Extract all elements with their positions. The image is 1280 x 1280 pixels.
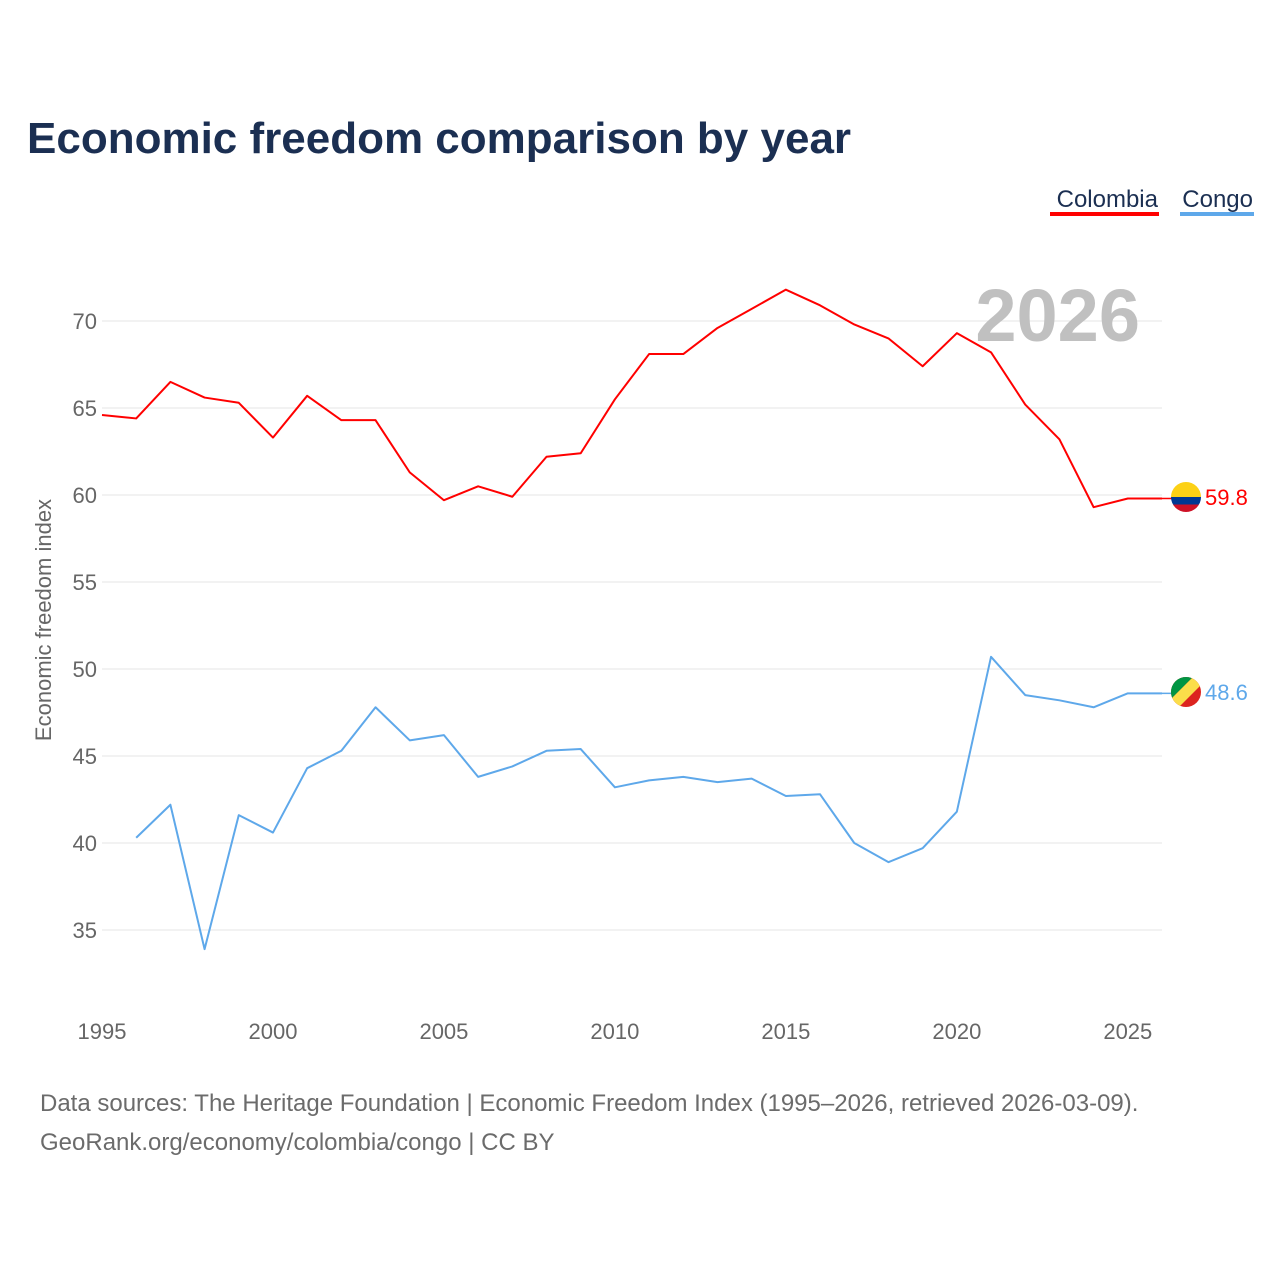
x-tick-label: 2015 (761, 1019, 810, 1044)
y-tick-label: 40 (73, 831, 97, 856)
footer-link[interactable]: GeoRank.org/economy/colombia/congo | CC … (40, 1129, 555, 1156)
legend-swatch-colombia (1050, 212, 1159, 216)
x-tick-label: 2000 (248, 1019, 297, 1044)
colombia-end-label: 59.8 (1205, 485, 1248, 510)
y-tick-label: 70 (73, 309, 97, 334)
x-tick-label: 2020 (932, 1019, 981, 1044)
legend-swatch-congo (1180, 212, 1254, 216)
legend: Colombia Congo (1050, 186, 1254, 216)
x-tick-label: 2005 (419, 1019, 468, 1044)
y-tick-label: 55 (73, 570, 97, 595)
year-watermark: 2026 (975, 274, 1140, 357)
x-tick-label: 2010 (590, 1019, 639, 1044)
chart-title: Economic freedom comparison by year (27, 114, 851, 163)
congo-end-label: 48.6 (1205, 680, 1248, 705)
y-tick-label: 60 (73, 483, 97, 508)
series-line-colombia (101, 288, 1162, 509)
footer-sources: Data sources: The Heritage Foundation | … (40, 1090, 1138, 1117)
x-tick-label: 1995 (78, 1019, 127, 1044)
y-tick-label: 45 (73, 744, 97, 769)
y-tick-label: 65 (73, 396, 97, 421)
colombia-flag-icon (1171, 482, 1201, 512)
y-tick-label: 50 (73, 657, 97, 682)
y-axis-label: Economic freedom index (31, 499, 56, 741)
series-line-congo (135, 655, 1162, 951)
legend-item-colombia[interactable]: Colombia (1057, 186, 1159, 213)
x-tick-label: 2025 (1103, 1019, 1152, 1044)
congo-flag-icon (1171, 677, 1201, 707)
legend-item-congo[interactable]: Congo (1182, 186, 1253, 213)
y-tick-label: 35 (73, 918, 97, 943)
